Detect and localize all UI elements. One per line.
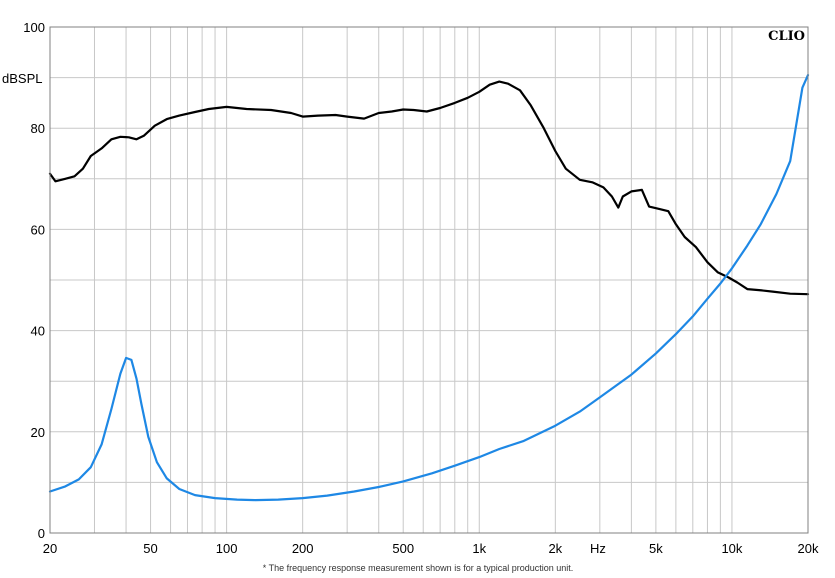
- series-line-blue: [48, 73, 810, 502]
- x-tick-label: 100: [216, 541, 238, 556]
- y-tick-label: 0: [38, 526, 45, 541]
- footnote: * The frequency response measurement sho…: [263, 563, 574, 573]
- x-tick-label: 20k: [798, 541, 819, 556]
- brand-logo-text: CLIO: [768, 29, 805, 44]
- x-tick-label: 200: [292, 541, 314, 556]
- x-tick-label: 20: [43, 541, 57, 556]
- grid: [50, 27, 808, 533]
- y-tick-label: 80: [31, 121, 45, 136]
- y-tick-label: 60: [31, 222, 45, 237]
- x-tick-label: 50: [143, 541, 157, 556]
- series-line-black: [48, 80, 810, 296]
- x-tick-label: 1k: [472, 541, 486, 556]
- y-axis-label: dBSPL: [2, 71, 42, 86]
- y-tick-label: 40: [31, 324, 45, 339]
- x-tick-label: 5k: [649, 541, 663, 556]
- y-tick-label: 100: [23, 20, 45, 35]
- x-tick-label: 500: [392, 541, 414, 556]
- y-axis-tick-labels: 0 20 40 60 80 100: [23, 20, 45, 541]
- x-axis-unit-label: Hz: [590, 541, 606, 556]
- x-tick-label: 2k: [548, 541, 562, 556]
- series-group: [48, 73, 810, 502]
- x-axis-tick-labels: 20 50 100 200 500 1k 2k 5k 10k 20k: [43, 541, 819, 556]
- plot-frame: [49, 26, 809, 534]
- x-tick-label: 10k: [721, 541, 742, 556]
- y-tick-label: 20: [31, 425, 45, 440]
